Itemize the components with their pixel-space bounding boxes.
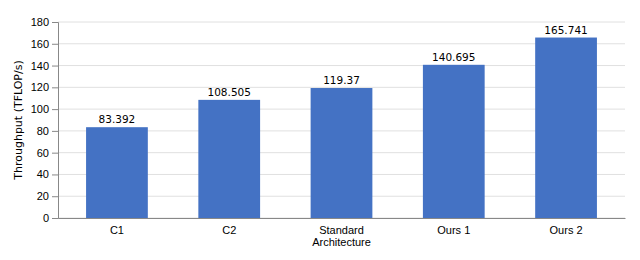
- x-tick-label: StandardArchitecture: [312, 224, 371, 249]
- y-tick-mark: [52, 44, 58, 45]
- grid-line: [58, 22, 625, 23]
- y-tick-label: 40: [37, 168, 49, 180]
- y-axis-title: Throughput (TFLOP/s): [12, 60, 25, 181]
- bar: [423, 65, 485, 218]
- y-tick-mark: [52, 87, 58, 88]
- x-tick-label: Ours 1: [437, 224, 470, 236]
- y-tick: 160: [31, 38, 58, 50]
- y-tick-mark: [52, 109, 58, 110]
- chart-svg: 0 20 40 60 80 100 120 140 160 180 C1 C2 StandardArch…: [0, 0, 640, 260]
- bar: [198, 100, 260, 218]
- y-tick: 100: [31, 103, 58, 115]
- x-tick: C2: [222, 224, 236, 236]
- y-axis-line: [52, 23, 59, 219]
- bar: [535, 38, 597, 218]
- y-tick-label: 20: [37, 190, 49, 202]
- data-label: 140.695: [432, 51, 475, 63]
- x-tick-label-line: C1: [110, 224, 124, 236]
- y-tick-mark: [52, 174, 58, 175]
- y-tick: 180: [31, 16, 58, 28]
- y-tick-label: 100: [31, 103, 49, 115]
- data-label: 108.505: [208, 86, 251, 98]
- grid: [58, 22, 625, 218]
- x-tick-label: C2: [222, 224, 236, 236]
- y-tick: 40: [37, 168, 58, 180]
- y-tick: 120: [31, 81, 58, 93]
- y-tick-mark: [52, 22, 58, 23]
- y-tick-label: 160: [31, 38, 49, 50]
- y-tick-mark: [52, 196, 58, 197]
- data-label: 83.392: [99, 113, 136, 125]
- y-tick: 80: [37, 125, 58, 137]
- x-tick-label-line: C2: [222, 224, 236, 236]
- x-tick: C1: [110, 224, 124, 236]
- x-tick-label-line: Standard: [319, 224, 364, 236]
- bars: [86, 38, 597, 218]
- y-tick: 140: [31, 60, 58, 72]
- x-tick-label-line: Ours 1: [437, 224, 470, 236]
- y-tick: 20: [37, 190, 58, 202]
- y-tick-label: 0: [43, 212, 49, 224]
- x-tick: Ours 1: [437, 224, 470, 236]
- bar: [311, 88, 373, 218]
- x-tick-label-line: Ours 2: [550, 224, 583, 236]
- data-labels: 83.392 108.505 119.37 140.695 165.741: [99, 24, 588, 126]
- x-axis: C1 C2 StandardArchitecture Ours 1 Ours 2: [59, 219, 626, 249]
- x-tick: Ours 2: [550, 224, 583, 236]
- y-tick-label: 120: [31, 81, 49, 93]
- x-tick-label-line: Architecture: [312, 236, 371, 248]
- y-tick-label: 140: [31, 60, 49, 72]
- y-tick: 60: [37, 147, 58, 159]
- x-axis-line: [59, 218, 626, 219]
- y-tick-label: 80: [37, 125, 49, 137]
- y-tick: 0: [43, 212, 58, 224]
- x-tick: StandardArchitecture: [312, 224, 371, 249]
- y-tick-mark: [52, 131, 58, 132]
- x-tick-label: C1: [110, 224, 124, 236]
- x-tick-label: Ours 2: [550, 224, 583, 236]
- y-tick-mark: [52, 66, 58, 67]
- y-tick-mark: [52, 153, 58, 154]
- plot-area: 0 20 40 60 80 100 120 140 160 180 C1 C2 StandardArch…: [31, 16, 626, 248]
- data-label: 119.37: [323, 74, 360, 86]
- y-tick-label: 60: [37, 147, 49, 159]
- data-label: 165.741: [544, 24, 587, 36]
- bar: [86, 127, 148, 218]
- y-tick-label: 180: [31, 16, 49, 28]
- y-axis: 0 20 40 60 80 100 120 140 160 180: [31, 16, 59, 224]
- y-tick-mark: [52, 218, 58, 219]
